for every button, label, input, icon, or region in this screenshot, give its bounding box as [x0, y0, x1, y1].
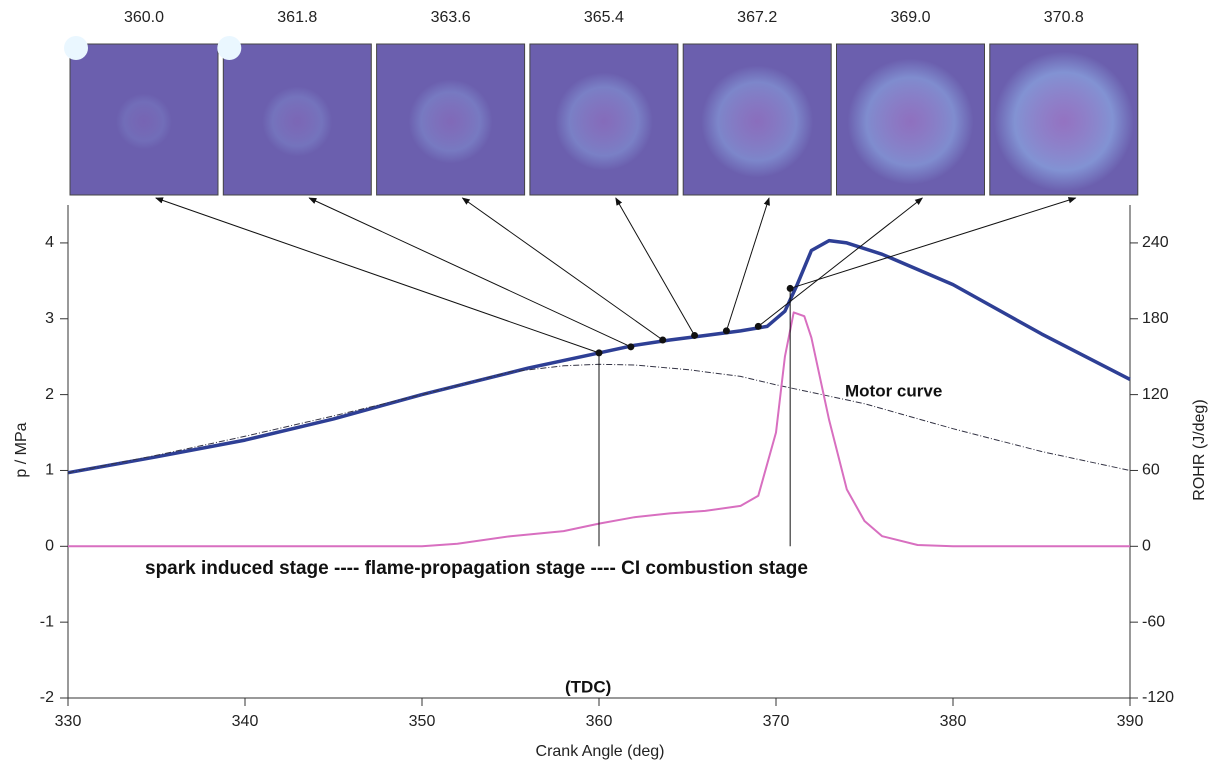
frame — [376, 43, 526, 196]
x-tick-label: 350 — [409, 713, 436, 730]
arrow — [308, 197, 632, 348]
arrow — [790, 197, 1077, 289]
arrow — [757, 197, 923, 327]
y-tick-label: -2 — [40, 689, 54, 706]
frame-label: 367.2 — [737, 9, 777, 26]
y2-tick-label: 60 — [1142, 462, 1160, 479]
y-tick-label: 1 — [45, 462, 54, 479]
frame — [529, 43, 679, 196]
flame-ring — [847, 58, 974, 185]
frame-point — [691, 331, 699, 339]
frame-point — [595, 349, 603, 357]
y-tick-label: 2 — [45, 386, 54, 403]
annotation: spark induced stage ---- flame-propagati… — [145, 558, 808, 579]
frame — [989, 43, 1139, 196]
frame — [217, 36, 372, 196]
frame-point — [722, 327, 730, 335]
frame — [836, 43, 985, 196]
x-tick-label: 390 — [1117, 713, 1144, 730]
frame-point — [786, 284, 794, 292]
data-line — [67, 238, 1131, 475]
arrow — [615, 197, 696, 336]
y2-axis-label: ROHR (J/deg) — [1191, 399, 1208, 500]
annotation: Motor curve — [845, 381, 942, 400]
spark — [217, 36, 242, 60]
x-tick-label: 380 — [940, 713, 967, 730]
y-tick-label: -1 — [40, 613, 54, 630]
y2-tick-label: 240 — [1142, 234, 1169, 251]
frame — [64, 36, 219, 196]
frame-label: 369.0 — [890, 9, 930, 26]
y2-tick-label: 0 — [1142, 538, 1151, 555]
y-tick-label: 0 — [45, 538, 54, 555]
y2-tick-label: -60 — [1142, 613, 1165, 630]
frame-label: 365.4 — [584, 9, 624, 26]
data-line — [68, 311, 1130, 548]
y2-tick-label: -120 — [1142, 689, 1174, 706]
flame-ring — [701, 65, 814, 178]
frame-label: 360.0 — [124, 9, 164, 26]
flame-ring — [554, 72, 653, 171]
arrow — [725, 197, 770, 332]
x-tick-label: 370 — [763, 713, 790, 730]
frame — [682, 43, 832, 196]
x-tick-label: 330 — [55, 713, 82, 730]
x-tick-label: 340 — [232, 713, 259, 730]
y2-tick-label: 120 — [1142, 386, 1169, 403]
frame-point — [659, 336, 667, 344]
flame-ring — [993, 51, 1134, 192]
flame-ring — [408, 79, 493, 164]
frame-label: 363.6 — [431, 9, 471, 26]
y2-tick-label: 180 — [1142, 310, 1169, 327]
arrow — [155, 197, 600, 354]
frame-point — [754, 322, 762, 330]
arrow — [461, 197, 664, 341]
flame-ring — [262, 86, 333, 157]
annotation: (TDC) — [565, 677, 611, 696]
frame-label: 361.8 — [277, 9, 317, 26]
x-axis-label: Crank Angle (deg) — [536, 743, 665, 760]
x-tick-label: 360 — [586, 713, 613, 730]
y-tick-label: 3 — [45, 310, 54, 327]
frame-point — [627, 343, 635, 351]
spark — [64, 36, 88, 60]
y-tick-label: 4 — [45, 234, 54, 251]
y-axis-label: p / MPa — [13, 422, 30, 477]
flame-ring — [116, 93, 172, 150]
frame-label: 370.8 — [1044, 9, 1084, 26]
